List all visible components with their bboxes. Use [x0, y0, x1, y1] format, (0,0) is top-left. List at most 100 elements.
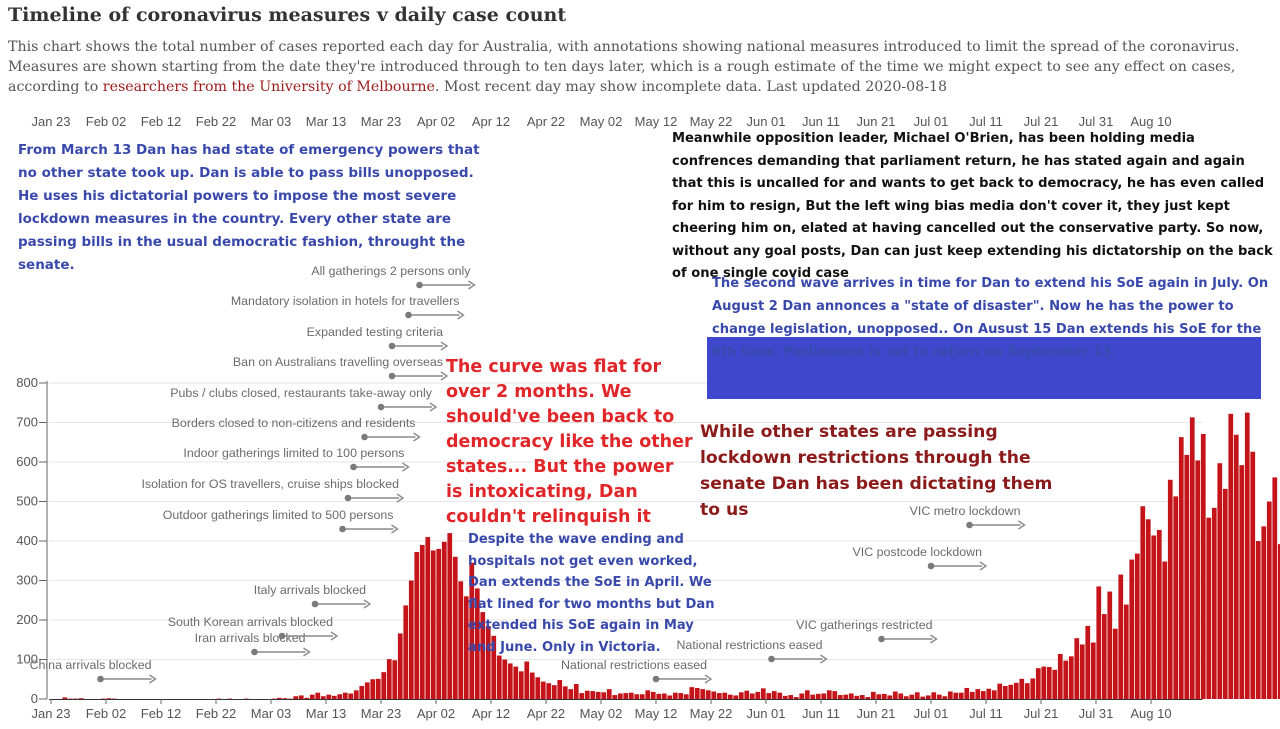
case-bar [524, 661, 530, 699]
case-bar [870, 691, 876, 699]
case-bar [601, 692, 607, 699]
measure-label: Isolation for OS travellers, cruise ship… [141, 477, 399, 491]
case-bar [551, 685, 557, 699]
measure-label: VIC gatherings restricted [796, 618, 932, 632]
measure-annotation: VIC metro lockdown [910, 504, 1026, 530]
case-bar [375, 678, 381, 699]
case-bar [667, 695, 673, 699]
case-bar [1090, 642, 1096, 699]
note-other-states: While other states are passing lockdown … [700, 422, 1053, 520]
measure-start-dot [350, 463, 357, 471]
measure-label: Indoor gatherings limited to 100 persons [183, 446, 404, 460]
case-bar [1024, 683, 1030, 699]
case-bar [463, 596, 469, 699]
case-bar [722, 692, 728, 699]
y-tick-label: 700 [16, 415, 38, 430]
chart-axes: 0 100 200 300 400 500 600 700 800 Jan 23 Jan 23 Feb… [16, 114, 1203, 721]
case-bar [914, 692, 920, 699]
case-bar [683, 694, 689, 699]
case-bar [1123, 604, 1129, 699]
case-bar [1101, 614, 1107, 699]
case-bar [837, 695, 843, 699]
case-bar [1173, 496, 1179, 699]
case-bar [1145, 519, 1151, 699]
measure-annotation: China arrivals blocked [30, 658, 157, 684]
case-bar [623, 693, 629, 699]
measure-start-dot [878, 635, 885, 643]
case-bar [1277, 544, 1280, 699]
measure-annotation: National restrictions eased [676, 638, 828, 664]
measure-annotation: Outdoor gatherings limited to 500 person… [163, 508, 399, 534]
y-tick-label: 500 [16, 494, 38, 509]
case-bar [1272, 477, 1278, 699]
case-bar [282, 698, 288, 699]
description-text-end: . Most recent day may show incomplete da… [434, 79, 948, 95]
case-bar [1184, 454, 1190, 699]
case-bar [557, 680, 563, 699]
case-bar [1228, 413, 1234, 699]
measure-label: National restrictions eased [676, 638, 822, 652]
measure-annotation: Isolation for OS travellers, cruise ship… [141, 477, 405, 503]
x-tick-label-bottom: May 22 [690, 706, 733, 721]
case-bar [452, 556, 458, 699]
case-bar [276, 697, 282, 699]
x-tick-label-bottom: Apr 12 [472, 706, 510, 721]
measure-annotation: Borders closed to non-citizens and resid… [172, 416, 421, 442]
measure-arrow-head [413, 432, 421, 442]
case-bar [403, 605, 409, 699]
x-tick-label-top: May 12 [635, 114, 678, 129]
measure-annotation: All gatherings 2 persons only [311, 264, 476, 290]
case-bar [1178, 437, 1184, 699]
case-bar [353, 690, 359, 699]
x-tick-label-top: Feb 12 [141, 114, 181, 129]
case-bar [562, 686, 568, 699]
case-bar [595, 691, 601, 699]
case-bar [694, 687, 700, 699]
case-bar [1156, 529, 1162, 699]
case-bar [436, 548, 442, 699]
case-bar [1206, 517, 1212, 699]
case-bar [331, 695, 337, 699]
measure-arrow-head [402, 462, 410, 472]
case-bar [700, 689, 706, 699]
x-tick-label-top: Jul 01 [914, 114, 949, 129]
measure-arrow-head [396, 493, 405, 503]
x-tick-label-bottom: Jul 01 [914, 706, 949, 721]
measure-label: Ban on Australians travelling overseas [233, 355, 443, 369]
case-bar [408, 580, 414, 699]
case-bar [1162, 561, 1168, 699]
measure-arrow-head [1018, 520, 1026, 530]
measure-start-dot [768, 655, 775, 663]
measure-label: Expanded testing criteria [307, 325, 443, 339]
measure-label: Borders closed to non-citizens and resid… [172, 416, 416, 430]
researchers-link[interactable]: researchers from the University of Melbo… [102, 79, 435, 95]
case-bar [1002, 685, 1008, 699]
measure-arrow-head [363, 599, 372, 609]
measure-label: VIC metro lockdown [910, 504, 1021, 518]
case-bar [942, 696, 948, 699]
case-bar [859, 695, 865, 699]
case-bar [298, 695, 304, 699]
x-tick-label-top: Jan 23 [31, 114, 70, 129]
x-tick-label-top: Feb 02 [86, 114, 126, 129]
case-bar [733, 695, 739, 699]
note-state-of-emergency: From March 13 Dan has had state of emerg… [18, 142, 480, 273]
case-bar [1030, 678, 1036, 699]
case-bar [480, 612, 486, 699]
y-tick-label: 400 [16, 533, 38, 548]
case-bar [1068, 656, 1074, 699]
case-bar [909, 694, 915, 699]
case-bar [991, 690, 997, 699]
case-bar [744, 690, 750, 699]
case-bar [414, 552, 420, 699]
x-tick-label-top: Apr 12 [472, 114, 510, 129]
case-bar [606, 689, 612, 699]
case-bar [958, 692, 964, 699]
case-bar [441, 541, 447, 699]
case-bar [843, 694, 849, 699]
x-tick-label-bottom: Jul 11 [969, 706, 1003, 721]
measure-start-dot [311, 600, 319, 608]
case-bar [458, 581, 464, 699]
case-bar [1255, 541, 1261, 699]
